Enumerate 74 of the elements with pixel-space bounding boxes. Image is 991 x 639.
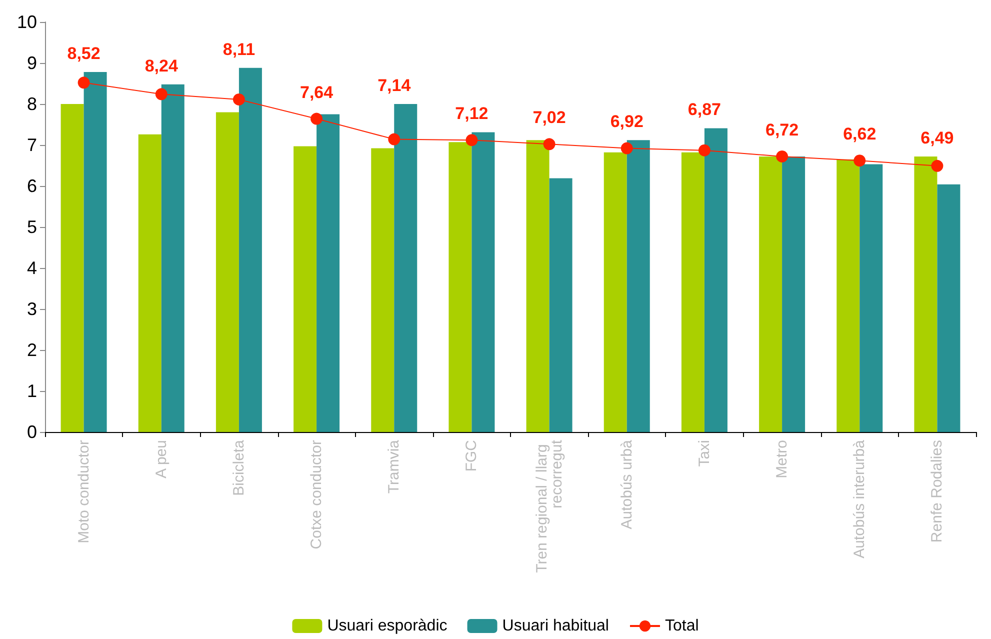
x-tick-label: Cotxe conductor: [308, 440, 326, 550]
y-tick-label: 9: [26, 53, 37, 73]
data-label: 6,92: [610, 112, 644, 132]
bar: [238, 68, 262, 432]
x-tick-label: Taxi: [696, 440, 713, 467]
x-tick-label: Metro: [774, 440, 791, 478]
y-tick-label: 4: [26, 258, 37, 278]
bar: [549, 178, 572, 432]
y-tick-label: 6: [26, 176, 37, 196]
bar: [782, 156, 806, 432]
point: [931, 160, 944, 172]
bar: [448, 142, 472, 432]
data-label: 7,14: [378, 76, 412, 95]
legend-label: Usuari esporàdic: [327, 618, 448, 634]
point: [698, 144, 710, 156]
x-tick-label: Autobús interurbà: [851, 439, 868, 558]
data-label: 7,02: [532, 108, 566, 128]
bar: [371, 148, 394, 432]
x-tick-label: Tramvia: [386, 439, 403, 494]
bar: [84, 72, 107, 432]
data-label: 8,11: [222, 40, 256, 59]
bar: [681, 152, 704, 432]
point: [310, 112, 323, 125]
data-label: 8,52: [67, 44, 100, 64]
point: [854, 154, 866, 167]
bar: [394, 104, 418, 432]
point: [466, 134, 478, 146]
data-label: 8,24: [144, 56, 178, 76]
bar: [316, 114, 340, 432]
point: [232, 93, 245, 106]
x-tick-label: Autobús urbà: [618, 439, 636, 530]
point: [78, 76, 90, 89]
bar: [472, 132, 495, 432]
bar: [704, 128, 728, 432]
bar: [216, 112, 239, 432]
bar: [914, 156, 938, 432]
bar: [860, 164, 883, 432]
y-tick-label: 7: [26, 135, 37, 155]
bar: [138, 134, 162, 432]
legend-label: Usuari habitual: [502, 618, 609, 634]
y-tick-label: 3: [26, 299, 37, 319]
bar: [60, 104, 84, 432]
y-tick-label: 10: [16, 12, 37, 32]
x-tick-label: Tren regional / llarg recorregut: [533, 439, 566, 573]
data-label: 7,12: [455, 104, 488, 124]
point: [620, 142, 633, 154]
y-tick-label: 1: [26, 381, 37, 401]
data-label: 6,49: [920, 128, 954, 148]
y-tick-label: 5: [26, 217, 37, 237]
x-tick-label: Bicicleta: [230, 439, 248, 496]
x-tick-label: Moto conductor: [75, 440, 92, 544]
bar: [937, 184, 960, 432]
data-label: 6,62: [843, 124, 876, 144]
x-tick-label: Renfe Rodalies: [928, 440, 946, 543]
bar: [626, 140, 650, 432]
data-label: 7,64: [300, 82, 334, 102]
y-tick-label: 2: [26, 340, 37, 360]
point: [776, 150, 788, 162]
y-tick-label: 8: [26, 94, 37, 114]
x-tick-label: A peu: [152, 440, 170, 478]
bar: [759, 156, 782, 432]
data-label: 6,87: [688, 100, 722, 120]
legend-label: Total: [664, 618, 699, 634]
y-tick-label: 0: [26, 422, 37, 442]
point: [543, 138, 556, 150]
bar: [836, 159, 860, 432]
bar: [161, 84, 184, 432]
bar: [604, 152, 627, 432]
bar: [294, 146, 317, 432]
point: [388, 133, 400, 146]
x-tick-label: FGC: [463, 440, 480, 472]
bar: [526, 140, 550, 432]
data-label: 6,72: [765, 120, 799, 140]
point: [155, 88, 168, 100]
